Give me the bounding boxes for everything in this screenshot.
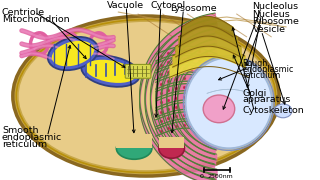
- Text: Cytosol: Cytosol: [151, 1, 186, 10]
- Ellipse shape: [159, 139, 184, 158]
- Text: endoplasmic: endoplasmic: [2, 133, 62, 142]
- Ellipse shape: [48, 37, 98, 70]
- FancyBboxPatch shape: [125, 64, 151, 78]
- Text: 0: 0: [200, 174, 204, 179]
- Text: Smooth: Smooth: [2, 126, 38, 135]
- Text: Mitochondrion: Mitochondrion: [2, 15, 69, 24]
- Ellipse shape: [185, 57, 272, 148]
- Bar: [116, 134, 152, 148]
- Ellipse shape: [116, 138, 152, 159]
- Text: Ribosome: Ribosome: [252, 17, 299, 26]
- Text: apparatus: apparatus: [243, 95, 291, 104]
- Text: Centriole: Centriole: [2, 8, 45, 17]
- Text: reticulum: reticulum: [243, 71, 281, 80]
- Text: Vesicle: Vesicle: [252, 25, 285, 34]
- Ellipse shape: [81, 56, 140, 87]
- Ellipse shape: [52, 41, 94, 66]
- Text: Cytoskeleton: Cytoskeleton: [243, 106, 304, 115]
- Text: Nucleus: Nucleus: [252, 10, 290, 19]
- Ellipse shape: [85, 60, 136, 83]
- Ellipse shape: [274, 104, 292, 118]
- Ellipse shape: [19, 22, 273, 170]
- Bar: [159, 137, 184, 148]
- Text: reticulum: reticulum: [2, 140, 47, 149]
- Text: endoplasmic: endoplasmic: [243, 65, 294, 74]
- Text: Lysosome: Lysosome: [170, 4, 216, 13]
- Text: Vacuole: Vacuole: [107, 1, 144, 10]
- Text: 2500nm: 2500nm: [207, 174, 233, 179]
- Ellipse shape: [203, 95, 235, 123]
- Text: Rough: Rough: [243, 59, 268, 68]
- Text: Golgi: Golgi: [243, 89, 267, 98]
- Ellipse shape: [13, 16, 279, 176]
- Text: Nucleolus: Nucleolus: [252, 2, 299, 11]
